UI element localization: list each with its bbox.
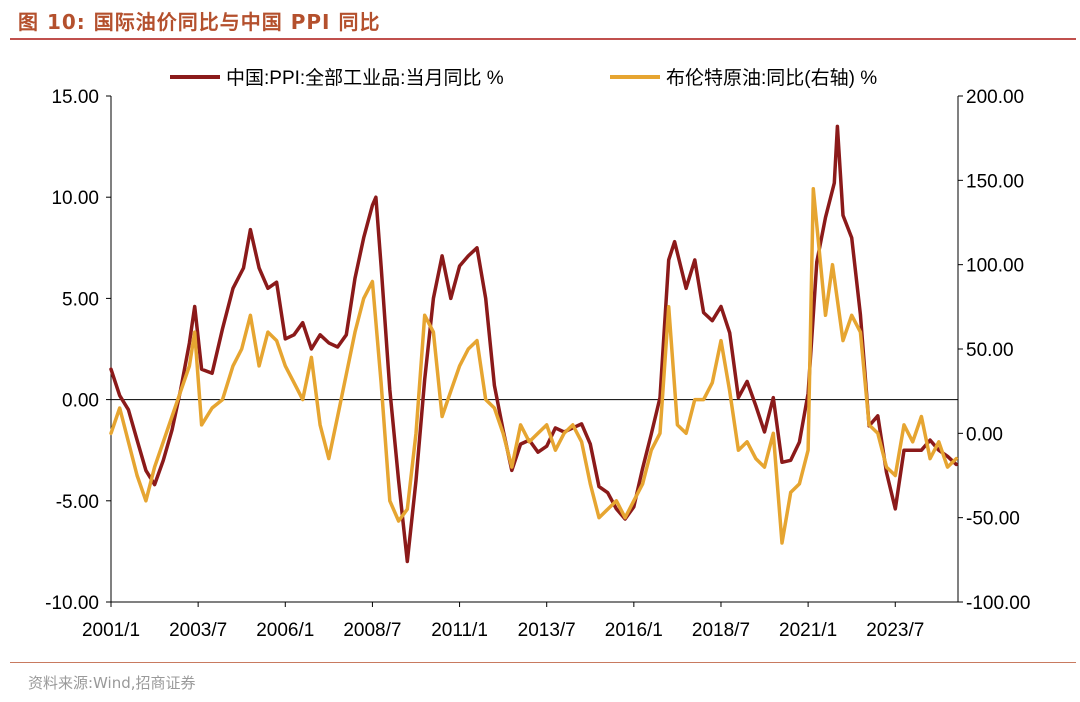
x-tick-label: 2021/1 — [779, 620, 837, 641]
right-tick-label: 150.00 — [966, 171, 1024, 192]
right-tick-label: 200.00 — [966, 87, 1024, 108]
footer-divider — [10, 662, 1076, 663]
right-tick-label: 0.00 — [966, 424, 1003, 445]
source-note: 资料来源:Wind,招商证券 — [28, 674, 196, 692]
left-tick-label: 0.00 — [62, 391, 99, 412]
right-tick-label: 100.00 — [966, 256, 1024, 277]
x-tick-label: 2001/1 — [82, 620, 140, 641]
legend-label: 布伦特原油:同比(右轴) % — [666, 67, 877, 89]
x-tick-label: 2016/1 — [605, 620, 663, 641]
legend-label: 中国:PPI:全部工业品:当月同比 % — [226, 67, 504, 89]
right-tick-label: -100.00 — [966, 593, 1030, 614]
figure-title: 图 10: 国际油价同比与中国 PPI 同比 — [18, 10, 381, 34]
brent-line — [109, 187, 959, 545]
left-tick-label: 5.00 — [62, 289, 99, 310]
x-tick-label: 2023/7 — [866, 620, 924, 641]
axes: -10.00 -5.00 0.00 5.00 10.00 15.00 -100.00 -50.… — [45, 87, 1030, 641]
chart: -10.00 -5.00 0.00 5.00 10.00 15.00 -100.00 -50.… — [45, 67, 1030, 641]
x-tick-label: 2006/1 — [256, 620, 314, 641]
left-tick-label: 10.00 — [51, 188, 99, 209]
x-tick-label: 2018/7 — [692, 620, 750, 641]
right-tick-label: 50.00 — [966, 340, 1014, 361]
x-tick-label: 2003/7 — [169, 620, 227, 641]
x-tick-label: 2011/1 — [431, 620, 488, 641]
left-tick-label: -10.00 — [45, 593, 99, 614]
left-tick-label: -5.00 — [56, 492, 99, 513]
title-divider — [10, 38, 1076, 40]
left-tick-label: 15.00 — [51, 87, 99, 108]
series-lines — [109, 124, 959, 564]
ppi-line — [109, 124, 959, 564]
legend: 中国:PPI:全部工业品:当月同比 % 布伦特原油:同比(右轴) % — [170, 67, 877, 89]
x-tick-label: 2008/7 — [343, 620, 401, 641]
right-tick-label: -50.00 — [966, 509, 1020, 530]
x-tick-label: 2013/7 — [518, 620, 576, 641]
